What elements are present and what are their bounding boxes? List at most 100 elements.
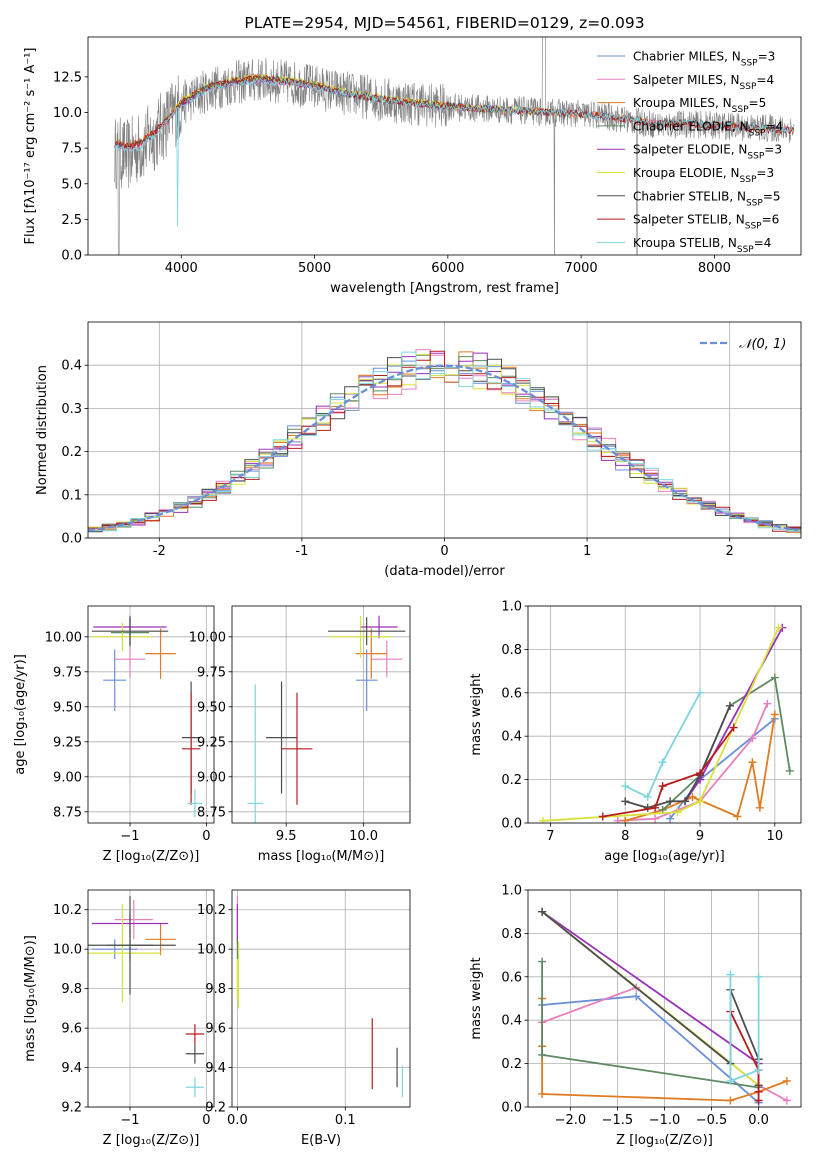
spectrum-panel: 4000 5000 6000 7000 8000 0.0 2.5 5.0 7.5 10.0 12.5… — [23, 14, 802, 296]
legend-entry: Salpeter MILES, NSSP=4 — [633, 73, 774, 92]
mass-weight-marker — [726, 1076, 735, 1085]
mass-weight-marker — [726, 970, 735, 979]
y-tick-label: 0.4 — [61, 359, 82, 374]
mass-weight-marker — [770, 710, 779, 719]
mass-weight-marker — [754, 972, 763, 981]
x-tick-label: 2 — [726, 544, 734, 559]
y-tick-label: 10.0 — [53, 106, 82, 121]
y-tick-label: 0.4 — [501, 730, 522, 745]
x-tick-label: 0 — [202, 1113, 210, 1128]
mass-weight-vs-age-panel: 7 8 9 10 0.0 0.2 0.4 0.6 0.8 1.0 age [log₁₀(age/yr… — [469, 600, 802, 864]
error-bar-point — [281, 692, 313, 805]
y-tick-label: 9.50 — [197, 700, 226, 715]
gaussian-reference-curve — [88, 364, 799, 532]
x-tick-label: 7000 — [565, 261, 598, 276]
y-tick-label: 2.5 — [61, 213, 82, 228]
axes-frame: 0.0 0.1 9.2 9.4 9.6 9.8 10.0 10.2 E(B-V) — [197, 889, 411, 1148]
axes-frame: −2.0 −1.5 −1.0 −0.5 0.0 0.0 0.2 0.4 0.6 0.8 1.0 Z [… — [469, 884, 802, 1148]
y-tick-label: 9.50 — [53, 700, 82, 715]
axes-border — [231, 889, 411, 1108]
residual-histogram — [88, 351, 801, 534]
model-spectrum-line — [114, 77, 794, 227]
mass-weight-marker — [726, 1096, 735, 1105]
plot-area — [88, 890, 214, 1107]
y-tick-label: 9.25 — [53, 735, 82, 750]
x-axis-label: (data-model)/error — [384, 564, 505, 579]
y-tick-label: 0.0 — [501, 817, 522, 832]
y-tick-label: 0.6 — [501, 686, 522, 701]
plot-content — [91, 615, 203, 818]
y-tick-label: 9.6 — [61, 1022, 82, 1037]
y-tick-label: 0.0 — [61, 249, 82, 264]
plot-content — [247, 615, 406, 823]
x-tick-label: 5000 — [298, 261, 331, 276]
x-axis-label: mass [log₁₀(M/M⊙)] — [258, 849, 385, 864]
x-tick-label: 0 — [202, 829, 210, 844]
y-tick-label: 9.6 — [205, 1022, 226, 1037]
mass-weight-line — [624, 692, 701, 799]
x-tick-label: 8000 — [698, 261, 731, 276]
axes-frame: -2 -1 0 1 2 0.0 0.1 0.2 0.3 0.4 (data-model)/error… — [35, 321, 802, 579]
x-tick-label: −1.5 — [602, 1113, 634, 1128]
y-tick-label: 10.2 — [53, 903, 82, 918]
mass-weight-marker — [538, 1089, 547, 1098]
x-tick-label: 10 — [767, 829, 784, 844]
y-tick-label: 9.00 — [197, 770, 226, 785]
chart-title: PLATE=2954, MJD=54561, FIBERID=0129, z=0… — [244, 14, 644, 32]
mass-vs-extinction-panel: 0.0 0.1 9.2 9.4 9.6 9.8 10.0 10.2 E(B-V) — [197, 889, 411, 1148]
y-tick-label: 7.5 — [61, 142, 82, 157]
mass-weight-marker — [733, 812, 742, 821]
y-axis-label: age [log₁₀(age/yr)] — [13, 654, 28, 775]
error-bar-point — [114, 899, 153, 940]
mass-weight-line — [624, 705, 731, 809]
legend-entry: Salpeter ELODIE, NSSP=3 — [633, 143, 782, 162]
mass-weight-line — [729, 1011, 760, 1101]
y-tick-label: 10.0 — [53, 943, 82, 958]
axes-frame: 9.5 10.0 8.75 9.00 9.25 9.50 9.75 10.00 mass [lo… — [189, 605, 411, 864]
y-axis-label: mass [log₁₀(M/M⊙)] — [23, 935, 38, 1062]
error-bar-point — [91, 617, 169, 646]
error-bar-point — [247, 684, 263, 823]
error-bar-point — [88, 895, 176, 995]
y-tick-label: 9.2 — [61, 1101, 82, 1116]
y-tick-label: 0.6 — [501, 970, 522, 985]
legend-entry: Chabrier ELODIE, NSSP=4 — [633, 119, 783, 138]
plot-content — [538, 623, 794, 823]
error-bar-point — [185, 1043, 205, 1064]
mass-weight-marker — [651, 803, 660, 812]
plot-content — [236, 895, 404, 1098]
legend-entry: Kroupa MILES, NSSP=5 — [633, 96, 766, 115]
x-axis-label: Z [log₁₀(Z/Z⊙)] — [103, 1133, 200, 1148]
mass-weight-marker — [774, 623, 783, 632]
mass-weight-marker — [621, 816, 630, 823]
mass-weight-marker — [538, 1050, 547, 1059]
y-tick-label: 9.00 — [53, 770, 82, 785]
model-spectrum-line — [114, 74, 795, 150]
y-axis-label: Flux [fλ10⁻¹⁷ erg cm⁻² s⁻¹ A⁻¹] — [23, 48, 38, 245]
mass-weight-marker — [658, 782, 667, 791]
y-tick-label: 10.2 — [197, 903, 226, 918]
mass-weight-marker — [755, 803, 764, 812]
y-tick-label: 10.00 — [189, 630, 226, 645]
mass-weight-marker — [729, 723, 738, 732]
x-axis-label: E(B-V) — [301, 1133, 341, 1148]
y-tick-label: 9.75 — [53, 665, 82, 680]
mass-weight-vs-metallicity-panel: −2.0 −1.5 −1.0 −0.5 0.0 0.0 0.2 0.4 0.6 0.8 1.0 Z [… — [469, 884, 802, 1148]
y-tick-label: 0.4 — [501, 1014, 522, 1029]
mass-weight-marker — [748, 734, 757, 743]
age-vs-metallicity-panel: −1 0 8.75 9.00 9.25 9.50 9.75 10.00 Z [log₁₀(Z/Z… — [13, 605, 215, 864]
y-tick-label: 0.8 — [501, 927, 522, 942]
observed-spectrum — [114, 37, 795, 255]
axes-frame: 4000 5000 6000 7000 8000 0.0 2.5 5.0 7.5 10.0 12.5… — [23, 14, 802, 296]
x-axis-label: Z [log₁₀(Z/Z⊙)] — [103, 849, 200, 864]
error-bar-point — [181, 692, 201, 805]
legend: Chabrier MILES, NSSP=3 Salpeter MILES, NS… — [597, 50, 783, 255]
error-bar-point — [327, 617, 406, 646]
axes-border — [231, 605, 411, 824]
mass-weight-marker — [538, 816, 547, 823]
mass-weight-marker — [666, 814, 675, 823]
mass-weight-marker — [754, 1087, 763, 1096]
y-tick-label: 0.1 — [61, 488, 82, 503]
x-tick-label: 6000 — [431, 261, 464, 276]
y-tick-label: 0.0 — [501, 1101, 522, 1116]
